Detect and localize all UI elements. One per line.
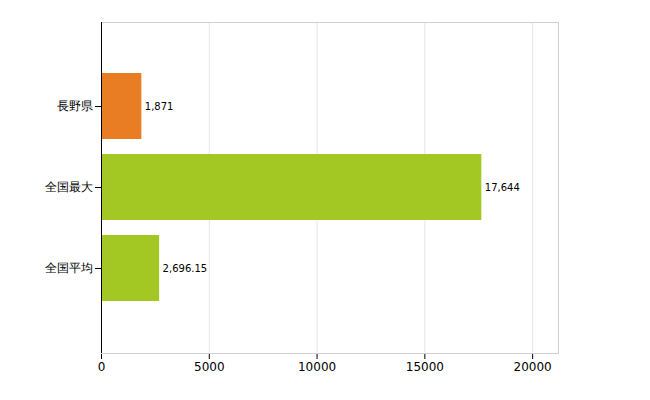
svg-text:1,871: 1,871 xyxy=(145,101,174,112)
svg-text:全国平均: 全国平均 xyxy=(45,261,93,275)
svg-text:20000: 20000 xyxy=(514,360,552,374)
svg-text:全国最大: 全国最大 xyxy=(45,180,93,194)
svg-text:15000: 15000 xyxy=(406,360,444,374)
svg-text:2,696.15: 2,696.15 xyxy=(163,263,208,274)
svg-text:長野県: 長野県 xyxy=(57,99,93,113)
svg-text:10000: 10000 xyxy=(298,360,336,374)
svg-text:0: 0 xyxy=(98,360,106,374)
svg-text:17,644: 17,644 xyxy=(485,182,520,193)
svg-text:5000: 5000 xyxy=(194,360,225,374)
